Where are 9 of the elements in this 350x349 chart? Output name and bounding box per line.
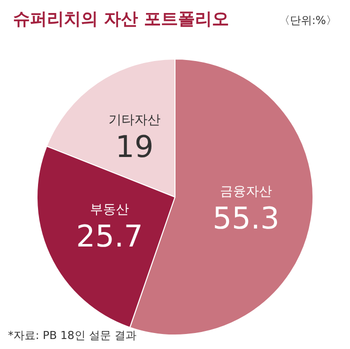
data-label: 19 [115,130,154,165]
slice-label: 기타자산 [108,112,161,128]
slice-label: 부동산 [90,202,130,218]
slice-label: 금융자산 [220,184,272,200]
data-label: 55.3 [212,201,280,236]
chart-title: 슈퍼리치의 자산 포트폴리오 [13,10,229,30]
data-label: 25.7 [76,220,143,255]
chart-subtitle: 〈단위:%〉 [278,14,338,27]
text: *자료: PB 18인 설문 결과 [8,329,136,342]
